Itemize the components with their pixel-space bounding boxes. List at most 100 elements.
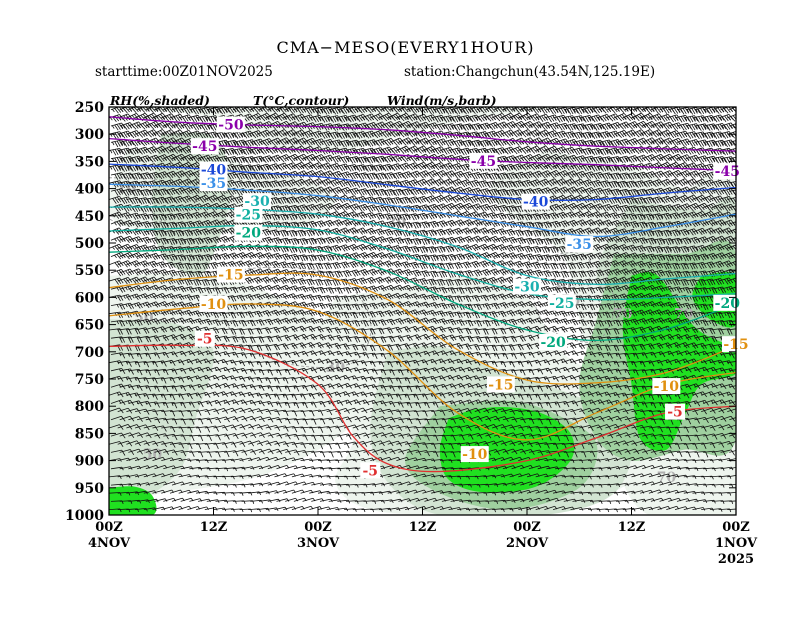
wind-barb bbox=[685, 254, 701, 262]
wind-barb bbox=[492, 260, 507, 268]
wind-barb bbox=[589, 286, 605, 294]
wind-barb bbox=[502, 499, 516, 503]
x-tick-time-label: 12Z bbox=[618, 520, 646, 535]
wind-barb bbox=[633, 417, 648, 424]
wind-barb bbox=[502, 121, 518, 130]
wind-barb bbox=[171, 254, 187, 262]
wind-barb bbox=[572, 139, 587, 148]
wind-barb bbox=[459, 219, 474, 227]
wind-barb bbox=[511, 171, 527, 180]
wind-barb bbox=[143, 326, 159, 334]
x-tick-time-label: 00Z bbox=[513, 520, 541, 535]
wind-barb bbox=[398, 334, 413, 342]
wind-barb bbox=[587, 114, 603, 123]
wind-barb bbox=[433, 237, 448, 245]
wind-barb bbox=[154, 237, 169, 245]
wind-barb bbox=[526, 441, 542, 448]
wind-barb bbox=[633, 205, 648, 213]
wind-barb bbox=[398, 221, 413, 229]
wind-barb bbox=[668, 107, 683, 115]
wind-barb bbox=[215, 287, 230, 294]
wind-barb bbox=[572, 287, 587, 294]
wind-barb bbox=[674, 228, 690, 237]
wind-barb bbox=[703, 319, 718, 327]
wind-barb bbox=[180, 153, 196, 163]
wind-barb bbox=[650, 221, 666, 229]
wind-barb bbox=[152, 145, 168, 154]
wind-barb bbox=[283, 113, 298, 122]
wind-barb bbox=[500, 112, 516, 122]
wind-barb bbox=[256, 112, 272, 122]
wind-barb bbox=[624, 221, 640, 229]
wind-barb bbox=[372, 155, 387, 164]
wind-barb bbox=[500, 213, 516, 221]
temperature-contour-label: -20 bbox=[713, 294, 742, 312]
wind-barb bbox=[631, 112, 647, 122]
wind-barb bbox=[213, 131, 228, 140]
temperature-contour-line bbox=[109, 272, 736, 385]
wind-barb bbox=[587, 441, 603, 448]
wind-barb bbox=[683, 194, 699, 203]
wind-barb bbox=[735, 247, 736, 249]
x-tick-time-label: 12Z bbox=[409, 520, 437, 535]
wind-barb bbox=[450, 139, 465, 148]
wind-barb bbox=[352, 131, 368, 139]
wind-barb bbox=[163, 254, 178, 262]
wind-barb bbox=[378, 112, 394, 122]
wind-barb bbox=[570, 425, 585, 432]
wind-barb bbox=[703, 270, 718, 278]
temperature-label-background bbox=[194, 330, 215, 347]
wind-barb bbox=[561, 115, 577, 123]
wind-barb bbox=[640, 129, 655, 138]
wind-barb bbox=[380, 221, 396, 229]
wind-barb bbox=[180, 286, 196, 294]
wind-barb bbox=[126, 408, 141, 415]
wind-barb bbox=[311, 254, 326, 262]
wind-barb bbox=[431, 490, 444, 494]
wind-barb bbox=[380, 499, 394, 503]
wind-barb bbox=[735, 215, 736, 216]
rh-area-90-column bbox=[622, 272, 736, 452]
wind-barb bbox=[476, 188, 492, 196]
wind-barb bbox=[738, 483, 750, 486]
wind-barb bbox=[476, 172, 492, 180]
wind-barb bbox=[703, 155, 718, 164]
wind-barb bbox=[735, 150, 736, 151]
wind-barb bbox=[650, 137, 666, 146]
wind-barb bbox=[729, 189, 736, 197]
wind-barb bbox=[128, 188, 143, 197]
wind-barb bbox=[274, 196, 289, 205]
wind-barb bbox=[685, 287, 700, 294]
start-time-label: starttime:00Z01NOV2025 bbox=[95, 64, 273, 80]
wind-barb bbox=[474, 147, 490, 156]
wind-barb bbox=[518, 145, 533, 154]
wind-barb bbox=[581, 219, 596, 227]
temperature-label-text: -5 bbox=[362, 463, 378, 479]
wind-barb bbox=[518, 129, 533, 138]
wind-barb bbox=[544, 145, 560, 155]
wind-barb bbox=[614, 212, 629, 220]
wind-barb bbox=[674, 279, 690, 286]
wind-barb bbox=[337, 319, 352, 327]
wind-barb bbox=[413, 278, 429, 286]
wind-barb bbox=[520, 433, 535, 440]
wind-barb bbox=[631, 409, 646, 416]
wind-barb bbox=[309, 310, 324, 318]
wind-barb bbox=[274, 425, 289, 432]
wind-barb bbox=[572, 270, 587, 278]
temperature-contour-label: -45 bbox=[469, 152, 498, 170]
wind-barb bbox=[239, 147, 254, 156]
wind-barb bbox=[387, 129, 403, 138]
wind-barb bbox=[596, 180, 612, 188]
wind-barb bbox=[607, 449, 622, 455]
wind-barb bbox=[650, 153, 666, 163]
wind-barb bbox=[676, 186, 692, 195]
wind-barb bbox=[283, 342, 298, 350]
wind-barb bbox=[222, 311, 237, 319]
wind-barb bbox=[196, 279, 211, 287]
wind-barb bbox=[178, 262, 193, 270]
wind-barb bbox=[640, 179, 655, 188]
wind-barb bbox=[616, 319, 631, 326]
wind-barb bbox=[302, 107, 318, 115]
wind-barb bbox=[311, 107, 326, 115]
